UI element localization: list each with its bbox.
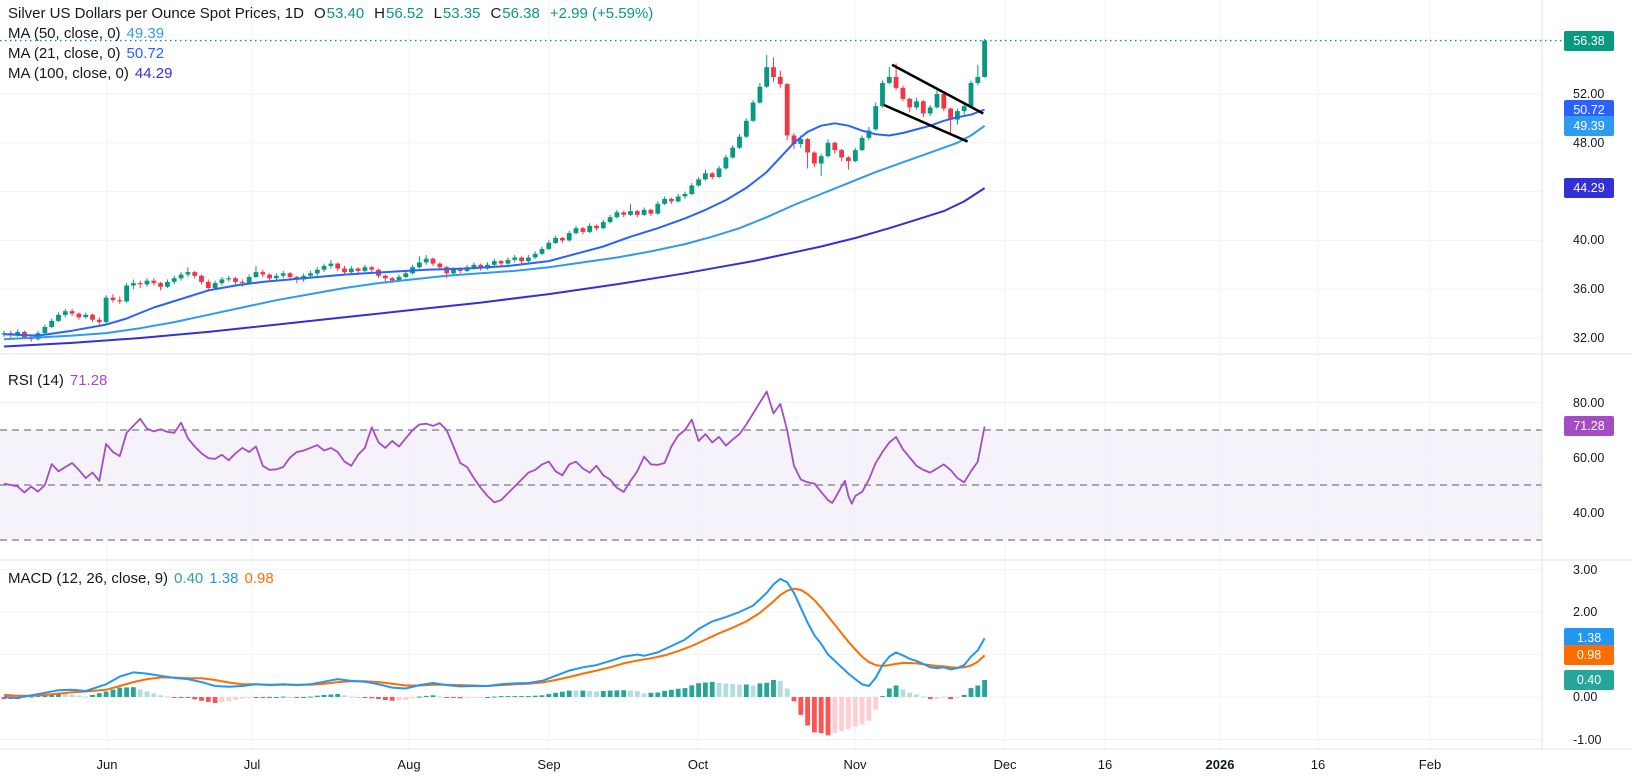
price-badge-1.38: 1.38 xyxy=(1564,628,1614,649)
macd-value-macd: 1.38 xyxy=(209,570,239,587)
axis-tick-52.00: 52.00 xyxy=(1573,87,1605,101)
ma-line-ma50 xyxy=(3,124,986,341)
axis-tick-40.00: 40.00 xyxy=(1573,233,1605,248)
rsi-value: 71.28 xyxy=(69,372,108,389)
ohlc-o: O53.40 xyxy=(314,5,364,22)
price-badge-44.29: 44.29 xyxy=(1564,178,1614,199)
axis-tick-32.00: 32.00 xyxy=(1573,331,1605,345)
price-badge-0.98: 0.98 xyxy=(1564,645,1614,666)
ma-label: MA (50, close, 0) xyxy=(8,25,121,42)
ohlc-value: 53.40 xyxy=(326,5,365,22)
axis-tick-36.00: 36.00 xyxy=(1573,282,1605,297)
ma-line-ma100 xyxy=(3,187,986,348)
pane-separators[interactable] xyxy=(0,0,1632,750)
ma-legend-row-2[interactable]: MA (100, close, 0) 44.29 xyxy=(8,64,653,84)
rsi-dashed-levels xyxy=(0,429,1542,541)
axis-tick-60.00: 60.00 xyxy=(1573,450,1605,465)
axis-tick-40.00: 40.00 xyxy=(1573,505,1605,520)
time-label-Jul: Jul xyxy=(243,757,261,772)
ma-value: 44.29 xyxy=(134,65,173,82)
ohlc-letter: L xyxy=(433,5,442,22)
time-label-16: 16 xyxy=(1310,757,1326,772)
ohlc-letter: H xyxy=(374,5,386,22)
ohlc-c: C56.38 xyxy=(490,5,539,22)
ma-value: 49.39 xyxy=(126,25,165,42)
time-label-Aug: Aug xyxy=(397,757,421,772)
rsi-line xyxy=(3,390,986,505)
trendline-upper[interactable] xyxy=(891,63,984,115)
ohlc-value: 56.52 xyxy=(386,5,424,22)
candlesticks xyxy=(1,38,987,342)
axis-tick--1.00: -1.00 xyxy=(1573,732,1602,747)
symbol-title: Silver US Dollars per Ounce Spot Prices,… xyxy=(8,5,304,22)
macd-value-hist: 0.40 xyxy=(174,570,204,587)
time-label-16: 16 xyxy=(1097,757,1113,772)
ohlc-value: 53.35 xyxy=(442,5,481,22)
time-label-Sep: Sep xyxy=(537,757,561,772)
gridlines xyxy=(0,0,1542,749)
time-label-2026: 2026 xyxy=(1205,757,1235,772)
ma-legend-row-1[interactable]: MA (21, close, 0) 50.72 xyxy=(8,44,653,64)
axis-tick-0.00: 0.00 xyxy=(1573,690,1598,704)
price-badge-56.38: 56.38 xyxy=(1564,30,1614,51)
price-badge-71.28: 71.28 xyxy=(1564,416,1614,437)
price-badge-0.40: 0.40 xyxy=(1564,670,1614,690)
macd-signal-line xyxy=(3,587,986,697)
ma-value: 50.72 xyxy=(126,45,165,62)
ohlc-letter: O xyxy=(313,5,326,22)
ma-line-ma21 xyxy=(3,108,985,337)
ohlc-value: 56.38 xyxy=(502,5,540,22)
price-badge-50.72: 50.72 xyxy=(1564,99,1614,120)
time-label-Oct: Oct xyxy=(687,757,709,772)
symbol-title-row[interactable]: Silver US Dollars per Ounce Spot Prices,… xyxy=(8,4,653,24)
ma-legend-rows: MA (50, close, 0) 49.39 MA (21, close, 0) 5… xyxy=(8,24,653,84)
ma-legend-row-0[interactable]: MA (50, close, 0) 49.39 xyxy=(8,24,653,44)
ohlc-h: H56.52 xyxy=(374,5,423,22)
price-badge-49.39: 49.39 xyxy=(1564,115,1614,136)
macd-legend-row[interactable]: MACD (12, 26, close, 9) 0.40 1.38 0.98 xyxy=(8,570,274,587)
macd-label: MACD (12, 26, close, 9) xyxy=(8,570,169,587)
time-label-Nov: Nov xyxy=(843,757,867,772)
axis-tick-80.00: 80.00 xyxy=(1573,395,1605,410)
rsi-legend-row[interactable]: RSI (14) 71.28 xyxy=(8,372,107,389)
macd-value-signal: 0.98 xyxy=(244,570,274,587)
axis-tick-3.00: 3.00 xyxy=(1573,562,1598,577)
macd-histogram xyxy=(1,680,987,736)
ma-label: MA (21, close, 0) xyxy=(8,45,121,62)
axis-tick-2.00: 2.00 xyxy=(1573,605,1598,619)
axis-tick-48.00: 48.00 xyxy=(1573,135,1605,150)
ohlc-l: L53.35 xyxy=(434,5,481,22)
ohlc-letter: C xyxy=(490,5,502,22)
change-value: +2.99 (+5.59%) xyxy=(549,5,654,22)
time-label-Dec: Dec xyxy=(993,757,1017,772)
macd-line xyxy=(3,577,986,699)
trendline-lower[interactable] xyxy=(883,103,969,143)
main-legend: Silver US Dollars per Ounce Spot Prices,… xyxy=(8,4,653,84)
ma-label: MA (100, close, 0) xyxy=(8,65,129,82)
time-label-Feb: Feb xyxy=(1418,757,1442,772)
time-label-Jun: Jun xyxy=(96,757,118,772)
rsi-label: RSI (14) xyxy=(8,372,64,389)
